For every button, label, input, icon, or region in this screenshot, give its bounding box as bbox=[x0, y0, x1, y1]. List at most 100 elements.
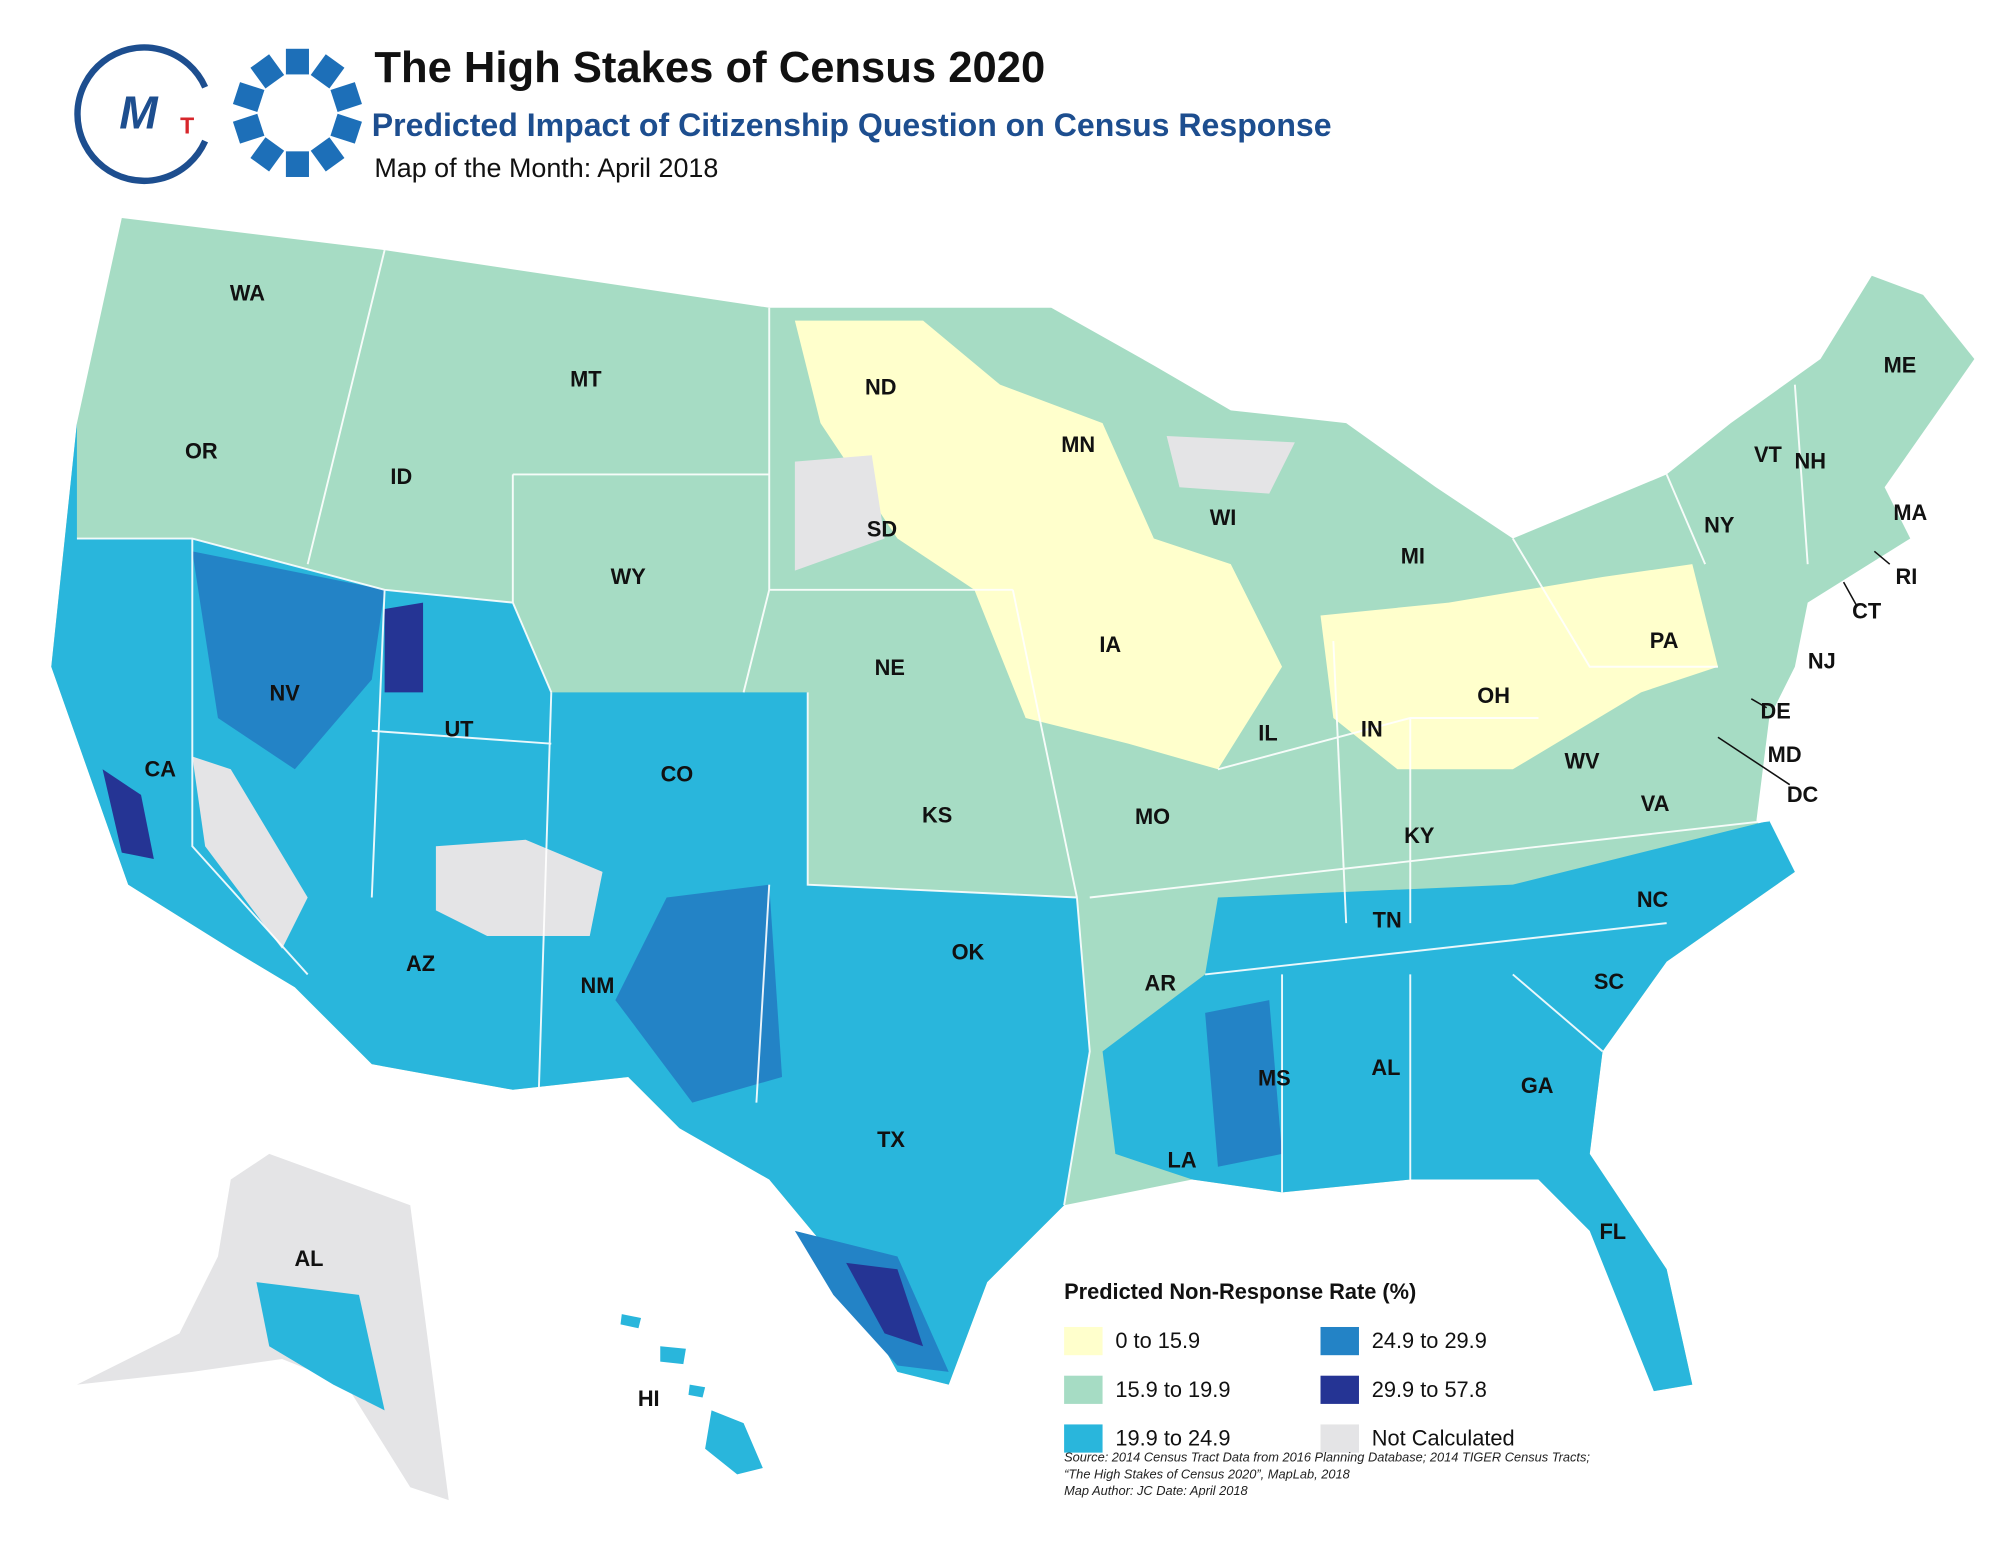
emblem-block bbox=[250, 137, 285, 172]
state-label: AR bbox=[1145, 970, 1177, 995]
state-label: MN bbox=[1061, 432, 1095, 457]
state-label: MO bbox=[1135, 804, 1170, 829]
legend-swatch bbox=[1320, 1424, 1359, 1453]
emblem-block bbox=[310, 137, 345, 172]
state-label: CO bbox=[661, 761, 694, 786]
state-label: IL bbox=[1258, 720, 1277, 745]
state-label: MT bbox=[570, 367, 602, 392]
logo-t: T bbox=[180, 112, 194, 138]
emblem-block bbox=[310, 54, 345, 89]
emblem-block bbox=[285, 48, 309, 75]
legend-swatch bbox=[1320, 1375, 1359, 1404]
legend-swatch bbox=[1064, 1326, 1103, 1356]
state-borders bbox=[76, 249, 1809, 1206]
state-label: NY bbox=[1704, 513, 1735, 538]
state-label: ID bbox=[390, 464, 412, 489]
legend-title: Predicted Non-Response Rate (%) bbox=[1064, 1279, 1416, 1304]
region-not-calculated bbox=[794, 455, 885, 571]
state-label: CA bbox=[145, 756, 177, 781]
state-label: OH bbox=[1477, 683, 1510, 708]
state-label: SD bbox=[867, 517, 897, 542]
alaska-south bbox=[256, 1282, 385, 1411]
legend-swatch bbox=[1320, 1326, 1359, 1356]
state-label: NM bbox=[580, 973, 614, 998]
state-label: AL bbox=[294, 1246, 323, 1271]
alaska bbox=[76, 1153, 449, 1501]
logo-emblem bbox=[232, 48, 362, 177]
state-label: VA bbox=[1641, 791, 1670, 816]
state-label: IN bbox=[1361, 717, 1383, 742]
state-label: VT bbox=[1754, 442, 1783, 467]
emblem-block bbox=[232, 113, 265, 144]
region-highest bbox=[846, 1262, 924, 1347]
state-label: MI bbox=[1401, 544, 1425, 569]
emblem-block bbox=[330, 82, 362, 112]
state-label: CT bbox=[1852, 599, 1882, 624]
emblem-block bbox=[250, 54, 285, 89]
region-not-calculated bbox=[1166, 435, 1295, 494]
state-label: WY bbox=[611, 564, 647, 589]
state-label: AZ bbox=[406, 951, 435, 976]
emblem-block bbox=[232, 82, 265, 112]
state-label: PA bbox=[1650, 628, 1679, 653]
emblem-block bbox=[285, 151, 309, 177]
legend-label: 24.9 to 29.9 bbox=[1372, 1328, 1487, 1353]
state-label: FL bbox=[1600, 1219, 1627, 1244]
state-label: IA bbox=[1099, 632, 1121, 657]
legend: Predicted Non-Response Rate (%) 0 to 15.… bbox=[1064, 1279, 1515, 1453]
legend-swatch bbox=[1064, 1375, 1103, 1404]
region-high bbox=[1205, 1000, 1283, 1167]
region-south bbox=[1102, 820, 1795, 1392]
source-line: Source: 2014 Census Tract Data from 2016… bbox=[1064, 1450, 1590, 1465]
state-label: MS bbox=[1258, 1065, 1291, 1090]
state-label: MA bbox=[1893, 500, 1927, 525]
state-label: NE bbox=[875, 655, 905, 680]
state-label: GA bbox=[1521, 1073, 1554, 1098]
state-label: RI bbox=[1896, 564, 1918, 589]
state-label: DC bbox=[1787, 782, 1819, 807]
state-label: KS bbox=[922, 802, 952, 827]
state-label: LA bbox=[1168, 1147, 1197, 1172]
tagline: Map of the Month: April 2018 bbox=[374, 153, 718, 183]
state-label: MD bbox=[1768, 742, 1802, 767]
legend-swatch bbox=[1064, 1424, 1103, 1453]
state-label: AL bbox=[1371, 1055, 1400, 1080]
region-not-calculated bbox=[435, 839, 603, 936]
source-line: Map Author: JC Date: April 2018 bbox=[1064, 1483, 1248, 1498]
state-label: NC bbox=[1637, 887, 1669, 912]
state-label: UT bbox=[444, 717, 474, 742]
state-label: WI bbox=[1210, 505, 1237, 530]
state-label: TX bbox=[877, 1127, 905, 1152]
state-labels: WA OR CA NV ID MT WY UT AZ NM CO ND SD NE KS OK TX MN IA MO… bbox=[145, 281, 1928, 1411]
region-high bbox=[192, 551, 385, 770]
leader-lines bbox=[1717, 550, 1891, 786]
state-label: WA bbox=[230, 281, 265, 306]
logo-m: M bbox=[119, 86, 159, 138]
legend-label: 0 to 15.9 bbox=[1115, 1328, 1200, 1353]
region-high bbox=[615, 884, 783, 1103]
legend-label: 19.9 to 24.9 bbox=[1115, 1426, 1230, 1451]
hawaii bbox=[620, 1314, 763, 1475]
state-label: ND bbox=[865, 374, 896, 399]
state-label: SC bbox=[1594, 969, 1625, 994]
region-highest bbox=[384, 602, 424, 693]
state-label: WV bbox=[1565, 749, 1601, 774]
region-low bbox=[794, 320, 1283, 770]
emblem-block bbox=[330, 113, 362, 144]
source-notes: Source: 2014 Census Tract Data from 2016… bbox=[1064, 1450, 1590, 1498]
legend-label: Not Calculated bbox=[1372, 1426, 1515, 1451]
title: The High Stakes of Census 2020 bbox=[374, 44, 1045, 92]
state-label: OR bbox=[185, 438, 218, 463]
region-highest bbox=[102, 769, 154, 860]
state-label: HI bbox=[638, 1386, 660, 1411]
legend-label: 15.9 to 19.9 bbox=[1115, 1377, 1230, 1402]
state-label: NJ bbox=[1808, 649, 1836, 674]
state-label: ME bbox=[1884, 352, 1917, 377]
logo-ring bbox=[74, 44, 209, 184]
state-label: KY bbox=[1404, 823, 1435, 848]
state-label: NH bbox=[1795, 449, 1826, 474]
state-label: OK bbox=[952, 940, 985, 965]
state-label: DE bbox=[1761, 699, 1791, 724]
